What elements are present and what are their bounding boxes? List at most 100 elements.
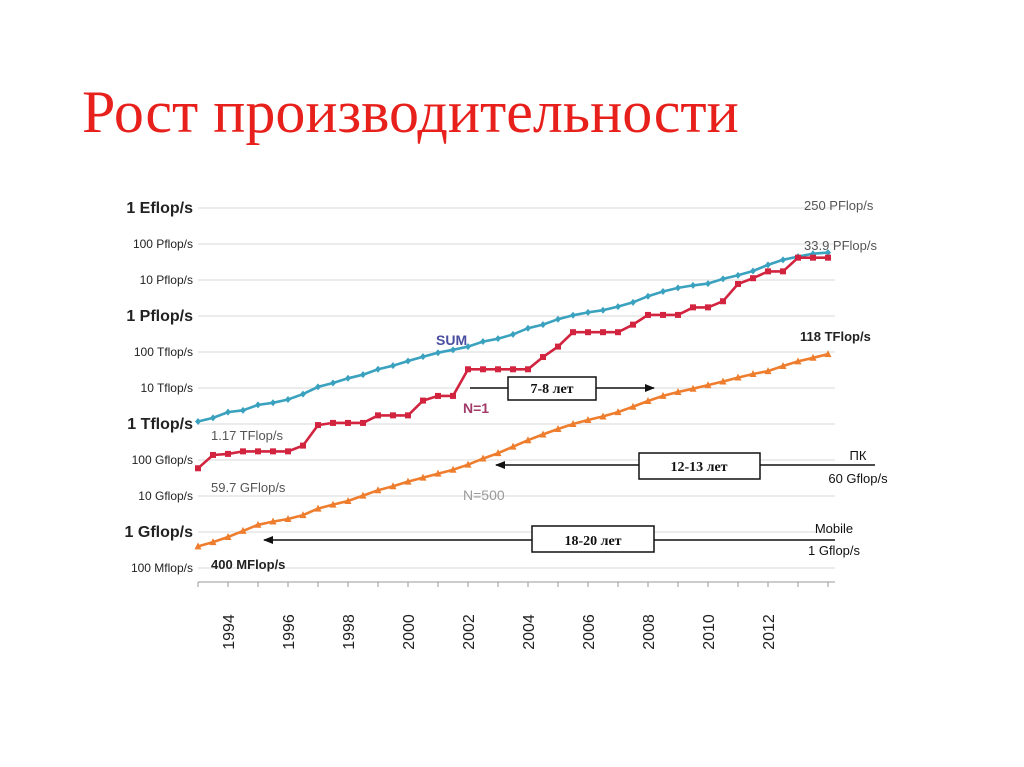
data-point — [764, 367, 772, 375]
x-tick-label: 2006 — [581, 614, 598, 650]
data-point — [240, 448, 246, 455]
data-point — [570, 329, 576, 336]
data-point — [314, 504, 322, 512]
data-point — [749, 369, 757, 377]
y-tick-label: 1 Tflop/s — [127, 416, 193, 433]
data-point — [735, 271, 741, 279]
data-point — [599, 412, 607, 420]
data-point — [630, 298, 636, 306]
sum-end-label: 250 PFlop/s — [804, 198, 874, 213]
data-point — [555, 343, 561, 350]
data-point — [660, 311, 666, 318]
n500-series-label: N=500 — [463, 487, 505, 503]
lag-n1-annotation: 7-8 лет — [470, 376, 655, 401]
data-point — [600, 306, 606, 314]
data-point — [420, 353, 426, 361]
data-point — [479, 454, 487, 462]
lag-n1-box — [507, 376, 597, 401]
data-point — [194, 542, 202, 550]
pc-name-label: ПК — [850, 448, 867, 463]
data-point — [480, 338, 486, 346]
data-point — [225, 408, 231, 416]
data-point — [240, 406, 246, 414]
data-point — [765, 268, 771, 275]
mobile-name-label: Mobile — [815, 521, 853, 536]
x-tick-label: 1996 — [281, 614, 298, 650]
data-point — [675, 311, 681, 318]
y-tick-label: 100 Tflop/s — [134, 345, 193, 359]
data-point — [254, 520, 262, 528]
data-point — [615, 303, 621, 311]
data-point — [345, 374, 351, 382]
data-point — [674, 387, 682, 395]
data-point — [465, 366, 471, 373]
data-point — [315, 383, 321, 391]
n1-end-label: 33.9 PFlop/s — [804, 238, 877, 253]
x-tick-label: 2012 — [761, 614, 778, 650]
data-point — [750, 267, 756, 275]
sum-series-label: SUM — [436, 332, 467, 348]
series-n-1 — [195, 254, 831, 472]
data-point — [645, 311, 651, 318]
data-point — [300, 390, 306, 398]
data-point — [374, 486, 382, 494]
data-point — [225, 450, 231, 457]
data-point — [570, 311, 576, 319]
n500-start-label: 400 MFlop/s — [211, 557, 285, 572]
data-point — [675, 284, 681, 292]
lag-mobile-annotation: 18-20 лет Mobile 1 Gflop/s — [263, 521, 861, 558]
data-point — [299, 511, 307, 519]
data-point — [465, 343, 471, 351]
data-point — [285, 448, 291, 455]
data-point — [569, 420, 577, 427]
data-point — [329, 500, 337, 508]
data-point — [284, 515, 292, 523]
data-point — [825, 254, 831, 261]
data-point — [780, 268, 786, 275]
data-point — [765, 261, 771, 269]
data-point — [734, 373, 742, 381]
data-point — [269, 517, 277, 525]
data-point — [270, 448, 276, 455]
data-point — [629, 402, 637, 410]
x-tick-label: 1998 — [341, 614, 358, 650]
data-point — [585, 308, 591, 316]
lag-n1-text: 7-8 лет — [530, 382, 573, 397]
series-n-500 — [194, 350, 832, 550]
x-axis-tick-labels: 1994 1996 1998 2000 2002 2004 2006 2008 2010 2012 — [197, 582, 829, 650]
data-point — [239, 526, 247, 534]
data-point — [660, 288, 666, 296]
data-point — [450, 392, 456, 399]
data-point — [315, 422, 321, 429]
data-point — [825, 249, 831, 257]
data-point — [285, 396, 291, 404]
data-point — [810, 254, 816, 261]
series-layer — [194, 249, 832, 550]
data-point — [435, 349, 441, 357]
data-point — [525, 366, 531, 373]
data-point — [360, 371, 366, 379]
data-point — [434, 469, 442, 477]
y-tick-label: 100 Mflop/s — [131, 561, 193, 575]
data-point — [449, 465, 457, 473]
y-tick-label: 1 Pflop/s — [126, 308, 193, 325]
sum-start-label: 1.17 TFlop/s — [211, 428, 284, 443]
data-point — [195, 465, 201, 472]
data-point — [540, 354, 546, 361]
y-tick-label: 1 Gflop/s — [125, 524, 194, 541]
data-point — [420, 397, 426, 404]
data-point — [255, 448, 261, 455]
data-point — [585, 329, 591, 336]
lag-pc-box — [638, 452, 761, 480]
data-point — [390, 362, 396, 370]
data-point — [705, 304, 711, 311]
x-tick-label: 1994 — [221, 614, 238, 650]
data-point — [330, 379, 336, 387]
series-sum — [195, 249, 831, 425]
data-point — [809, 353, 817, 361]
x-tick-label: 2008 — [641, 614, 658, 650]
lag-mobile-box — [531, 525, 655, 553]
lag-pc-text: 12-13 лет — [670, 460, 727, 475]
x-tick-label: 2010 — [701, 614, 718, 650]
mobile-perf-label: 1 Gflop/s — [808, 543, 861, 558]
